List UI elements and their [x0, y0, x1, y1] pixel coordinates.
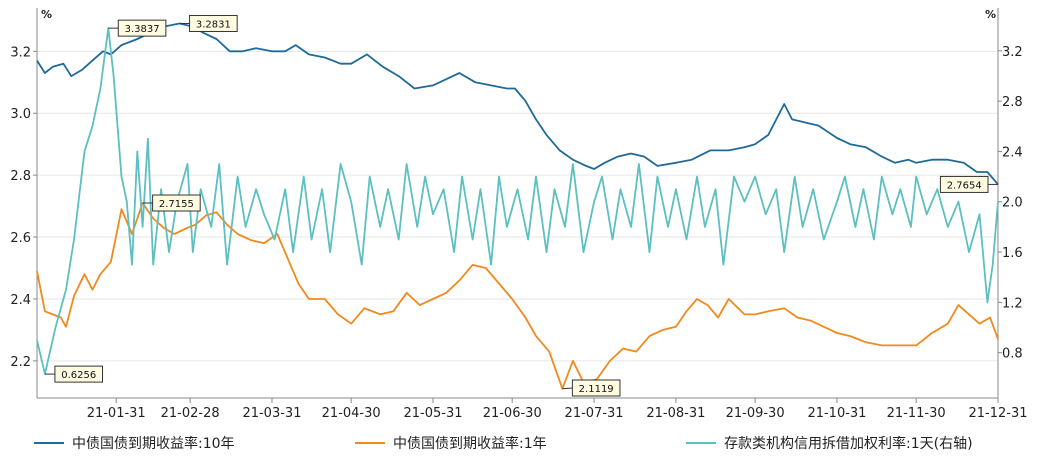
axes: 2.2 2.4 2.6 2.8 3.0 3.2 0.8 1.2 1.6 2.0 2.4 2.8 3.2%…	[10, 8, 1028, 421]
x-tick-label: 21-09-30	[726, 406, 785, 421]
right-axis-unit: %	[985, 8, 996, 21]
x-tick-label: 21-07-31	[565, 406, 624, 421]
right-tick-label: 1.2	[1002, 296, 1023, 311]
grid-lines	[37, 50, 998, 362]
annotation-label: 2.1119	[579, 384, 614, 395]
x-tick-label: 21-11-30	[887, 406, 946, 421]
annotation-label: 3.3837	[125, 24, 160, 35]
right-tick-label: 0.8	[1002, 347, 1023, 362]
legend-label-2: 存款类机构信用拆借加权利率:1天(右轴)	[724, 435, 973, 452]
left-tick-label: 3.2	[10, 45, 31, 60]
legend-label-0: 中债国债到期收益率:10年	[72, 435, 235, 452]
series-line-2	[36, 27, 999, 376]
left-tick-label: 2.2	[10, 355, 31, 370]
x-tick-label: 21-03-31	[242, 406, 301, 421]
left-tick-label: 2.4	[10, 293, 31, 308]
legend-label-1: 中债国债到期收益率:1年	[393, 435, 547, 452]
annotation-2: 2.7155	[142, 194, 201, 212]
right-tick-label: 1.6	[1002, 246, 1023, 261]
x-tick-label: 21-02-28	[161, 406, 220, 421]
annotation-box	[189, 14, 238, 32]
annotation-label: 2.7155	[159, 199, 194, 210]
legend: 中债国债到期收益率:10年 中债国债到期收益率:1年 存款类机构信用拆借加权利率:1…	[34, 435, 973, 452]
x-tick-label: 21-12-31	[968, 406, 1027, 421]
annotation-1: 3.2831	[179, 14, 238, 32]
annotations: 3.3837 3.2831 2.7155 0.6256 2.1119 2.7654	[44, 14, 998, 397]
annotation-label: 2.7654	[947, 180, 982, 191]
right-tick-label: 3.2	[1002, 45, 1023, 60]
x-tick-label: 21-06-30	[483, 406, 542, 421]
x-tick-label: 21-01-31	[87, 406, 146, 421]
annotation-box	[54, 365, 104, 383]
x-tick-label: 21-04-30	[322, 406, 381, 421]
annotation-arrow	[562, 387, 573, 390]
annotation-0: 3.3837	[108, 19, 167, 37]
left-axis-unit: %	[41, 8, 52, 21]
right-tick-label: 2.4	[1002, 145, 1023, 160]
annotation-label: 0.6256	[61, 370, 96, 381]
annotation-box	[152, 194, 201, 212]
annotation-box	[571, 379, 621, 397]
annotation-4: 2.1119	[562, 379, 621, 397]
series-line-0	[36, 22, 999, 185]
x-tick-label: 21-05-31	[404, 406, 463, 421]
left-tick-label: 2.8	[10, 169, 31, 184]
left-tick-label: 3.0	[10, 107, 31, 122]
x-tick-label: 21-10-31	[807, 406, 866, 421]
right-tick-label: 2.8	[1002, 95, 1023, 110]
right-tick-label: 2.0	[1002, 196, 1023, 211]
series-line-1	[36, 202, 999, 390]
annotation-5: 2.7654	[939, 175, 998, 193]
annotation-box	[117, 19, 167, 37]
annotation-label: 3.2831	[196, 19, 231, 30]
left-tick-label: 2.6	[10, 231, 31, 246]
annotation-box	[939, 175, 989, 193]
x-tick-label: 21-08-31	[646, 406, 705, 421]
annotation-3: 0.6256	[44, 365, 104, 383]
